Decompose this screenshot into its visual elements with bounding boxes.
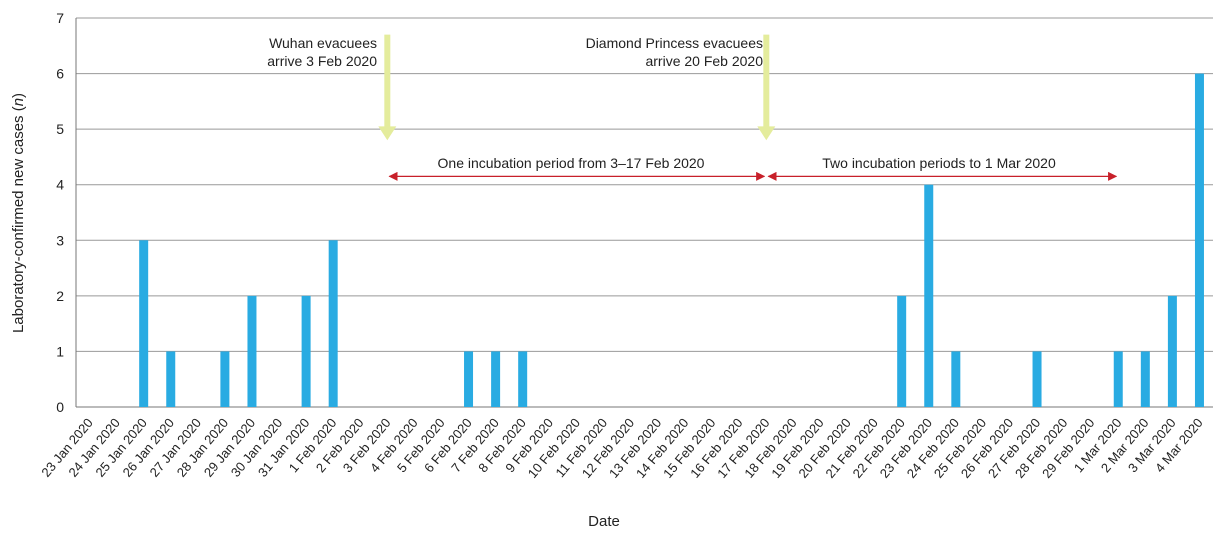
y-tick-label: 3 — [56, 232, 64, 248]
y-tick-label: 5 — [56, 121, 64, 137]
annotations: Wuhan evacuees arrive 3 Feb 2020 Diamond… — [267, 34, 1118, 181]
bar — [139, 240, 149, 407]
gridlines — [76, 17, 1213, 352]
y-tick-label: 7 — [56, 10, 64, 26]
arrow1-label-line2: arrive 3 Feb 2020 — [267, 53, 377, 69]
y-tick-label: 1 — [56, 343, 64, 359]
arrow1-icon — [378, 34, 397, 141]
bar — [301, 295, 311, 407]
y-tick-label: 0 — [56, 399, 64, 415]
bar — [1113, 351, 1123, 407]
bar — [1194, 73, 1204, 408]
bar — [464, 351, 474, 407]
arrow2-label-line2: arrive 20 Feb 2020 — [645, 53, 763, 69]
bar — [897, 295, 907, 407]
y-tick-label: 2 — [56, 288, 64, 304]
bar — [328, 240, 338, 407]
bar — [1032, 351, 1042, 407]
arrow1-label-line1: Wuhan evacuees — [269, 35, 377, 51]
arrow2-icon — [757, 34, 776, 141]
bar — [491, 351, 501, 407]
bars — [139, 73, 1204, 408]
x-axis-title: Date — [588, 513, 620, 530]
bar — [220, 351, 230, 407]
bar — [247, 295, 257, 407]
y-axis-title: Laboratory-confirmed new cases (n) — [10, 93, 27, 333]
bar — [1140, 351, 1150, 407]
bar — [951, 351, 961, 407]
y-tick-label: 6 — [56, 66, 64, 82]
y-tick-label: 4 — [56, 177, 64, 193]
y-tick-labels: 0 1 2 3 4 5 6 7 — [56, 10, 64, 415]
bar — [924, 184, 934, 407]
bar — [166, 351, 176, 407]
arrow2-label-line1: Diamond Princess evacuees — [586, 35, 763, 51]
period1-label: One incubation period from 3–17 Feb 2020 — [438, 155, 705, 171]
bar — [518, 351, 528, 407]
bar — [1167, 295, 1177, 407]
axes — [75, 18, 1213, 408]
period2-label: Two incubation periods to 1 Mar 2020 — [822, 155, 1056, 171]
